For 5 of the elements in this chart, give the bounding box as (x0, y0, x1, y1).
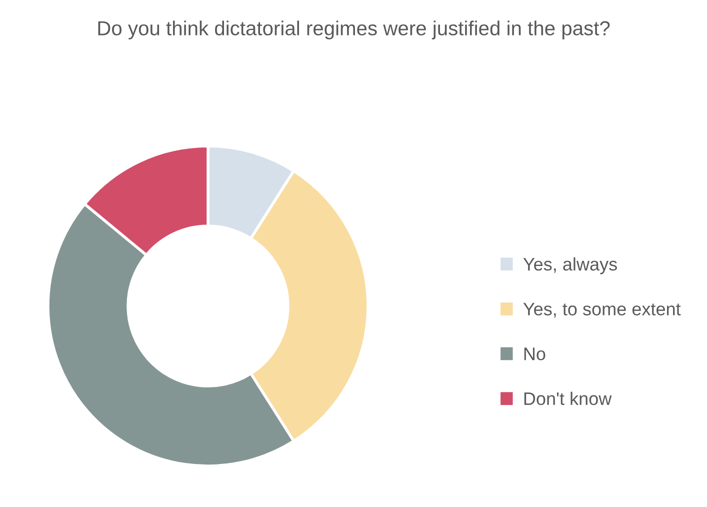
legend-label: No (524, 348, 546, 360)
legend-label: Yes, to some extent (523, 302, 681, 318)
legend-label: Yes, always (523, 257, 617, 274)
chart-title: Do you think dictatorial regimes were justified in the past? (98, 20, 610, 40)
legend-label: Don't know (524, 392, 612, 406)
